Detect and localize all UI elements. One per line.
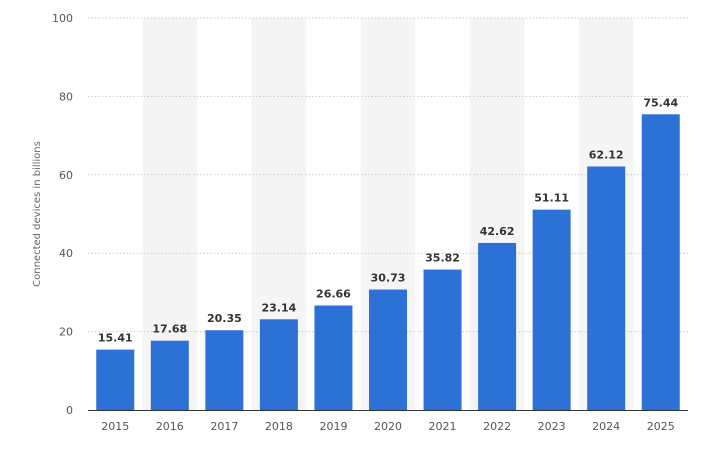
x-tick-label: 2025 [647,420,675,433]
bar [641,114,680,410]
x-tick-label: 2016 [156,420,184,433]
bar [150,340,189,410]
data-label: 23.14 [262,301,297,314]
x-tick-label: 2022 [483,420,511,433]
y-tick-label: 100 [52,12,73,25]
y-tick-label: 20 [59,326,73,339]
y-axis-ticks: 0 20 40 60 80 100 [52,12,73,417]
data-label: 20.35 [207,312,242,325]
x-tick-label: 2021 [429,420,457,433]
data-label: 17.68 [152,323,187,336]
bars [96,114,680,410]
bar [423,269,462,410]
data-labels: 15.41 17.68 20.35 23.14 26.66 30.73 35.82 42.62… [98,96,679,344]
bar [532,209,571,410]
data-label: 42.62 [480,225,515,238]
data-label: 75.44 [643,96,678,109]
bar [369,289,407,410]
bar [314,305,353,410]
bar [205,330,244,410]
y-tick-label: 80 [59,90,73,103]
y-tick-label: 40 [59,247,73,260]
y-axis-label: Connected devices in billions [32,141,43,287]
x-tick-label: 2020 [374,420,402,433]
y-tick-label: 60 [59,169,73,182]
x-tick-label: 2017 [210,420,238,433]
data-label: 26.66 [316,287,351,300]
x-tick-label: 2024 [592,420,620,433]
x-tick-label: 2018 [265,420,293,433]
data-label: 51.11 [534,192,569,205]
data-label: 35.82 [425,252,460,265]
bar [587,166,626,410]
bar [259,319,298,410]
x-axis-ticks: 2015 2016 2017 2018 2019 2020 2021 2022 2023 2024… [101,420,674,433]
y-tick-label: 0 [66,404,73,417]
data-label: 30.73 [371,272,406,285]
x-tick-label: 2019 [319,420,347,433]
data-label: 62.12 [589,148,624,161]
x-tick-label: 2023 [538,420,566,433]
data-label: 15.41 [98,332,133,345]
x-tick-label: 2015 [101,420,129,433]
bar [96,349,135,410]
bar [478,242,517,410]
